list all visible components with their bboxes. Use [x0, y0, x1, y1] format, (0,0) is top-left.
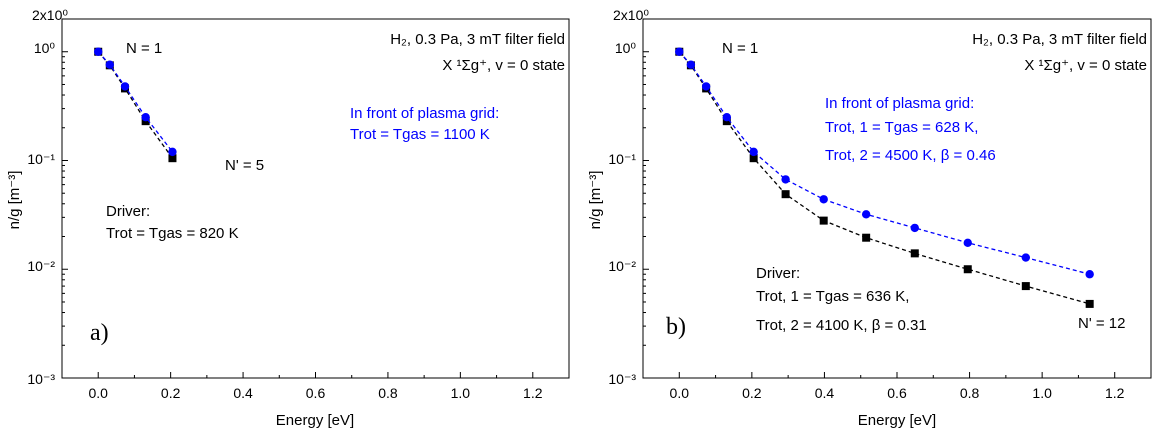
- panel-b-driver-point: [749, 154, 758, 163]
- panel-b-y-tick-label: 10⁰: [615, 40, 637, 56]
- panel-a-y-axis-label: n/g [m⁻³]: [6, 171, 23, 230]
- panel-b-grid-point: [819, 195, 828, 204]
- panel-b-x-tick-labels: 0.0 0.2 0.4 0.6 0.8 1.0 1.2: [670, 385, 1125, 401]
- panel-b-grid-point: [1021, 253, 1031, 262]
- panel-b-driver-point: [1085, 299, 1094, 308]
- panel-a-x-tick-label: 1.2: [523, 385, 543, 401]
- panel-b-x-tick-label: 0.0: [670, 385, 690, 401]
- panel-b-driver-title: Driver:: [756, 265, 800, 282]
- panel-b-driver-point: [963, 265, 972, 274]
- panel-a-grid-title: In front of plasma grid:: [350, 105, 499, 122]
- panel-b-series: [675, 47, 1094, 308]
- panel-a-x-tick-label: 0.6: [306, 385, 326, 401]
- panel-b-driver-point: [1021, 282, 1030, 291]
- panel-b-y-tick-label: 10⁻³: [608, 371, 636, 387]
- panel-b-x-tick-label: 0.6: [887, 385, 907, 401]
- panel-b-x-tick-label: 0.4: [815, 385, 835, 401]
- panel-b-grid-point: [1085, 270, 1094, 279]
- panel-a-x-tick-label: 0.4: [233, 385, 253, 401]
- panel-a-series: [94, 47, 177, 163]
- panel-a-x-tick-label: 0.8: [378, 385, 398, 401]
- panel-b-state: X ¹Σg⁺, v = 0 state: [1024, 57, 1147, 74]
- panel-b: 10⁻³ 10⁻² 10⁻¹ 10⁰ 2x10⁰ 0.0 0.2 0.4 0.6…: [587, 7, 1152, 429]
- panel-a-x-tick-label: 0.0: [88, 385, 108, 401]
- panel-b-driver-point: [819, 216, 828, 225]
- panel-a-grid-point: [105, 60, 115, 69]
- panel-a-label: a): [90, 320, 109, 346]
- panel-a-n-first-label: N = 1: [126, 40, 162, 57]
- panel-a-x-ticks: [61, 372, 570, 378]
- panel-a-driver-line1: Trot = Tgas = 820 K: [106, 225, 239, 242]
- panel-b-series-driver-line: [678, 51, 1090, 305]
- panel-b-y-tick-label: 10⁻²: [608, 258, 636, 274]
- panel-b-x-tick-label: 1.2: [1105, 385, 1125, 401]
- panel-a-driver-point: [168, 154, 177, 163]
- panel-a-x-tick-labels: 0.0 0.2 0.4 0.6 0.8 1.0 1.2: [88, 385, 542, 401]
- panel-b-grid-point: [781, 175, 790, 184]
- panel-b-conditions: H₂, 0.3 Pa, 3 mT filter field: [972, 31, 1147, 48]
- panel-b-n-last-label: N' = 12: [1078, 315, 1125, 332]
- panel-b-grid-point: [749, 147, 758, 157]
- panel-a-y-tick-label: 10⁻³: [27, 371, 55, 387]
- panel-a-n-last-label: N' = 5: [225, 157, 264, 174]
- panel-a-driver-title: Driver:: [106, 203, 150, 220]
- panel-a-x-axis-label: Energy [eV]: [276, 412, 354, 429]
- panel-b-driver-line1: Trot, 1 = Tgas = 636 K,: [756, 288, 909, 305]
- panel-a-grid-point: [120, 82, 130, 91]
- panel-b-driver-point: [910, 249, 919, 258]
- panel-b-y-tick-label: 2x10⁰: [613, 7, 649, 23]
- panel-a-grid-point: [168, 147, 177, 157]
- panel-a-grid-point: [94, 47, 103, 56]
- panel-b-x-tick-label: 1.0: [1032, 385, 1052, 401]
- panel-a-y-tick-label: 10⁻²: [27, 258, 55, 274]
- panel-b-grid-point: [861, 210, 871, 219]
- panel-a-y-tick-label: 2x10⁰: [32, 7, 68, 23]
- panel-a-y-ticks: [62, 18, 68, 379]
- panel-b-y-ticks: [643, 18, 649, 379]
- panel-a-grid-point: [141, 113, 150, 122]
- panel-b-driver-line2: Trot, 2 = 4100 K, β = 0.31: [756, 317, 927, 334]
- panel-b-grid-title: In front of plasma grid:: [825, 95, 974, 112]
- panel-a-y-tick-label: 10⁻¹: [27, 151, 55, 167]
- panel-b-grid-line1: Trot, 1 = Tgas = 628 K,: [825, 119, 978, 136]
- panel-a: 10⁻³ 10⁻² 10⁻¹ 10⁰ 2x10⁰ 0.0 0.2 0.4 0.6…: [6, 7, 570, 429]
- panel-b-grid-point: [686, 60, 696, 69]
- panel-a-conditions: H₂, 0.3 Pa, 3 mT filter field: [390, 31, 565, 48]
- panel-b-grid-point: [701, 82, 711, 91]
- panel-b-n-first-label: N = 1: [722, 40, 758, 57]
- panel-b-grid-point: [963, 238, 972, 248]
- panel-b-x-ticks: [642, 372, 1152, 378]
- panel-b-grid-point: [722, 113, 732, 122]
- panel-b-driver-point: [862, 233, 871, 242]
- panel-b-grid-point: [675, 47, 684, 56]
- panel-b-grid-line2: Trot, 2 = 4500 K, β = 0.46: [825, 147, 996, 164]
- panel-a-y-tick-label: 10⁰: [34, 40, 56, 56]
- panel-b-driver-point: [781, 190, 790, 199]
- panel-a-x-tick-label: 1.0: [451, 385, 471, 401]
- panel-a-x-tick-label: 0.2: [161, 385, 181, 401]
- panel-a-grid-line1: Trot = Tgas = 1100 K: [350, 126, 490, 143]
- panel-b-x-tick-label: 0.8: [960, 385, 980, 401]
- panel-b-x-tick-label: 0.2: [742, 385, 762, 401]
- panel-b-label: b): [666, 314, 686, 340]
- panel-b-grid-point: [910, 223, 919, 233]
- panel-b-x-axis-label: Energy [eV]: [858, 412, 936, 429]
- panel-a-state: X ¹Σg⁺, v = 0 state: [442, 57, 565, 74]
- panel-b-y-axis-label: n/g [m⁻³]: [587, 171, 604, 230]
- panel-b-y-tick-label: 10⁻¹: [608, 151, 636, 167]
